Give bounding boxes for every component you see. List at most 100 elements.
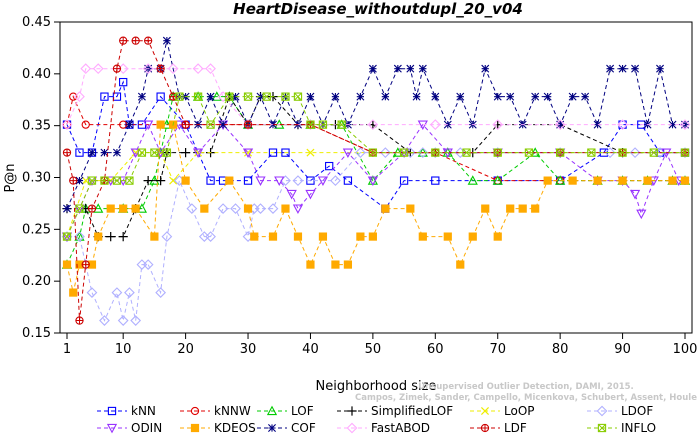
series-line xyxy=(66,68,685,126)
data-point xyxy=(137,148,147,157)
data-point xyxy=(100,92,109,101)
data-point xyxy=(568,92,577,101)
data-point xyxy=(305,189,316,200)
data-point xyxy=(87,148,96,157)
data-point xyxy=(381,204,390,213)
data-point xyxy=(368,148,378,157)
data-point xyxy=(242,148,254,158)
data-point xyxy=(367,176,378,186)
data-point xyxy=(493,232,502,241)
x-tick-label: 1 xyxy=(63,342,71,357)
data-point xyxy=(431,176,440,185)
data-point xyxy=(543,176,552,185)
legend-label: LDOF xyxy=(621,404,653,418)
series-line xyxy=(66,152,685,237)
data-point xyxy=(492,175,503,185)
data-point xyxy=(481,204,490,213)
data-point xyxy=(206,120,215,129)
data-point xyxy=(269,120,277,129)
data-point xyxy=(281,92,290,101)
legend-label: FastABOD xyxy=(371,421,430,434)
data-point xyxy=(587,148,596,157)
data-point xyxy=(643,176,652,185)
legend-label: INFLO xyxy=(621,421,656,434)
data-point xyxy=(343,260,353,269)
data-point xyxy=(481,64,490,73)
series-line xyxy=(66,95,685,182)
data-point xyxy=(100,148,109,157)
data-point xyxy=(87,204,97,213)
data-point xyxy=(679,119,691,131)
legend-item-loop: LoOP xyxy=(470,404,535,418)
data-point xyxy=(506,204,515,213)
data-point xyxy=(156,64,165,73)
data-point xyxy=(250,232,259,241)
data-point xyxy=(142,259,154,270)
data-point xyxy=(124,287,135,298)
data-point xyxy=(281,204,290,213)
data-point xyxy=(267,203,279,214)
data-point xyxy=(412,92,421,101)
y-tick-label: 0.45 xyxy=(22,15,51,30)
data-point xyxy=(156,120,165,129)
data-point xyxy=(69,92,78,101)
data-point xyxy=(255,176,266,186)
data-point xyxy=(368,64,377,73)
x-tick-label: 50 xyxy=(365,342,382,357)
data-point xyxy=(680,148,690,157)
legend-item-ldf: LDF xyxy=(470,421,527,434)
data-point xyxy=(74,231,85,242)
data-point xyxy=(318,232,328,241)
x-tick-label: 30 xyxy=(240,342,257,357)
legend-item-cof: COF xyxy=(257,421,316,434)
data-point xyxy=(342,148,354,158)
data-point xyxy=(462,148,471,157)
data-point xyxy=(379,147,391,158)
legend: kNN kNNW LOF SimplifiedLOF LoOP LDOF ODIN KDEOS… xyxy=(97,404,656,434)
data-point xyxy=(531,92,540,101)
data-point xyxy=(306,120,315,129)
y-tick-label: 0.30 xyxy=(22,171,51,186)
data-point xyxy=(181,120,190,129)
data-point xyxy=(118,231,128,242)
data-point xyxy=(131,36,140,45)
data-point xyxy=(317,176,329,186)
data-point xyxy=(593,120,602,129)
data-point xyxy=(75,148,84,157)
data-point xyxy=(506,92,515,101)
data-point xyxy=(156,92,165,101)
data-point xyxy=(406,204,415,213)
data-point xyxy=(192,63,204,75)
data-point xyxy=(243,120,253,129)
x-axis: 1 10 20 30 40 50 60 70 80 90 100 xyxy=(63,333,697,357)
y-tick-label: 0.15 xyxy=(22,326,51,341)
data-point xyxy=(142,63,154,75)
data-point xyxy=(343,176,353,185)
legend-item-simplifiedlof: SimplifiedLOF xyxy=(337,404,453,418)
data-point xyxy=(75,204,84,213)
data-point xyxy=(493,92,502,101)
data-point xyxy=(330,175,341,186)
data-point xyxy=(292,204,304,214)
y-axis: 0.15 0.20 0.25 0.30 0.35 0.40 0.45 xyxy=(22,15,60,341)
data-point xyxy=(554,119,566,131)
data-point xyxy=(80,63,92,75)
data-point xyxy=(331,260,340,269)
data-point xyxy=(112,92,122,101)
data-point xyxy=(593,176,602,185)
data-point xyxy=(230,203,241,214)
data-point xyxy=(156,176,166,186)
data-point xyxy=(381,92,390,101)
series-inflo xyxy=(62,92,690,241)
data-point xyxy=(63,204,71,213)
data-point xyxy=(399,148,409,157)
data-point xyxy=(618,64,627,73)
data-point xyxy=(393,64,402,73)
data-point xyxy=(94,232,103,241)
data-point xyxy=(92,63,104,75)
data-point xyxy=(106,204,115,213)
data-point xyxy=(306,260,315,269)
legend-label: LOF xyxy=(291,404,314,418)
data-point xyxy=(225,176,234,185)
legend-item-knnw: kNNW xyxy=(180,404,251,418)
